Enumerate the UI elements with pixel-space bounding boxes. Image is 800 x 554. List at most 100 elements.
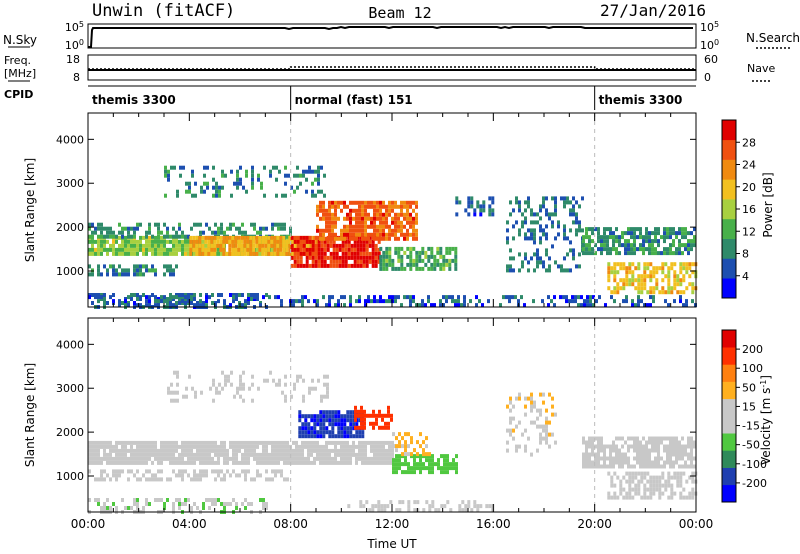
data-cell <box>187 234 190 239</box>
data-cell <box>275 193 278 198</box>
data-cell <box>621 231 624 236</box>
data-cell <box>639 456 642 461</box>
data-cell <box>621 456 624 461</box>
data-cell <box>640 299 643 304</box>
data-cell <box>643 282 647 287</box>
data-cell <box>394 200 397 205</box>
data-cell <box>634 286 638 291</box>
data-cell <box>185 181 188 186</box>
data-cell <box>231 243 235 248</box>
data-cell <box>645 464 648 469</box>
data-cell <box>232 469 235 474</box>
data-cell <box>170 398 173 403</box>
data-cell <box>169 460 172 465</box>
data-cell <box>373 456 376 461</box>
data-cell <box>569 212 572 217</box>
data-cell <box>252 235 256 240</box>
data-cell <box>550 299 553 304</box>
data-cell <box>693 235 696 240</box>
data-cell <box>654 239 657 244</box>
data-cell <box>209 386 212 391</box>
data-cell <box>409 200 412 205</box>
data-cell <box>154 473 157 478</box>
data-cell <box>594 436 597 441</box>
data-cell <box>588 243 591 248</box>
data-cell <box>332 251 336 256</box>
data-cell <box>473 504 477 509</box>
data-cell <box>285 247 289 252</box>
data-cell <box>310 418 314 423</box>
data-cell <box>157 456 160 461</box>
data-cell <box>364 208 367 213</box>
data-cell <box>204 239 208 244</box>
data-cell <box>271 460 274 465</box>
data-cell <box>281 390 284 395</box>
data-cell <box>352 414 356 419</box>
data-cell <box>370 444 373 449</box>
data-cell <box>473 212 477 217</box>
data-cell <box>189 251 193 256</box>
data-cell <box>607 270 611 275</box>
data-cell <box>178 293 181 297</box>
data-cell <box>274 295 277 300</box>
data-cell <box>112 460 115 465</box>
data-cell <box>121 226 124 231</box>
data-cell <box>362 243 366 248</box>
data-cell <box>178 502 181 506</box>
data-cell <box>319 228 322 233</box>
cpid-label: CPID <box>4 88 33 101</box>
data-cell <box>404 452 407 457</box>
data-cell <box>97 226 100 231</box>
data-cell <box>328 303 331 308</box>
data-cell <box>368 508 372 513</box>
data-cell <box>310 430 314 435</box>
data-cell <box>574 295 577 300</box>
data-cell <box>251 382 254 387</box>
data-cell <box>527 196 530 201</box>
data-cell <box>612 464 615 469</box>
data-cell <box>578 204 581 209</box>
data-cell <box>452 466 455 471</box>
data-cell <box>661 266 665 271</box>
data-cell <box>609 251 612 256</box>
data-cell <box>376 460 379 465</box>
data-cell <box>230 370 233 375</box>
data-cell <box>334 422 338 427</box>
data-cell <box>442 266 446 271</box>
data-cell <box>363 425 366 430</box>
data-cell <box>358 295 361 300</box>
data-cell <box>350 247 354 252</box>
data-cell <box>187 440 190 445</box>
data-cell <box>533 228 536 233</box>
data-cell <box>331 434 335 439</box>
data-cell <box>373 440 376 445</box>
data-cell <box>212 378 215 383</box>
data-cell <box>154 498 157 502</box>
data-cell <box>241 452 244 457</box>
data-cell <box>485 504 489 509</box>
data-cell <box>271 477 274 482</box>
data-cell <box>223 502 226 506</box>
data-cell <box>628 487 632 492</box>
data-cell <box>238 226 241 231</box>
data-cell <box>202 473 205 478</box>
data-cell <box>178 222 181 227</box>
data-cell <box>385 262 389 267</box>
data-cell <box>273 251 277 256</box>
data-cell <box>187 448 190 453</box>
data-cell <box>263 193 266 198</box>
data-cell <box>301 426 305 431</box>
data-cell <box>124 247 127 252</box>
data-cell <box>388 200 391 205</box>
data-cell <box>220 440 223 445</box>
data-cell <box>663 448 666 453</box>
data-cell <box>645 227 648 232</box>
data-cell <box>298 299 301 304</box>
data-cell <box>238 230 241 235</box>
data-cell <box>178 469 181 474</box>
data-cell <box>655 479 659 484</box>
data-cell <box>663 247 666 252</box>
data-cell <box>184 247 187 252</box>
data-cell <box>307 414 311 419</box>
data-cell <box>482 200 486 205</box>
